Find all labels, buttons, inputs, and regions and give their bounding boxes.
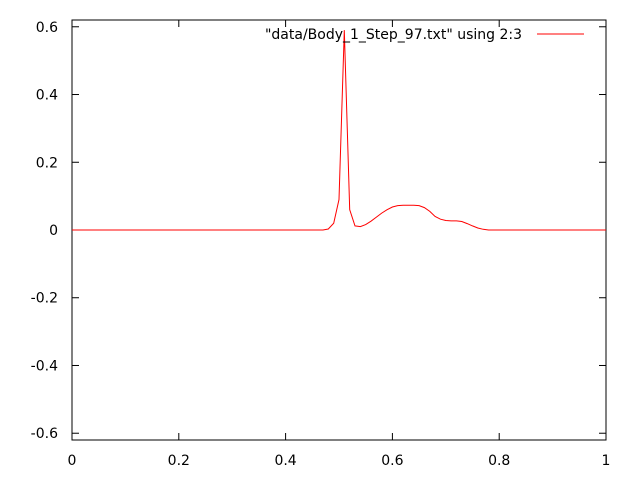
legend-label: "data/Body_1_Step_97.txt" using 2:3	[265, 27, 522, 43]
legend: "data/Body_1_Step_97.txt" using 2:3	[265, 27, 584, 43]
x-tick-label: 0.6	[381, 453, 403, 469]
tick-labels: 0.6 0.4 0.2 0 -0.2 -0.4 -0.6 0 0.2 0.4 0.6 0.8 1	[31, 20, 611, 469]
y-tick-label: 0.4	[36, 88, 58, 104]
y-tick-label: -0.6	[31, 426, 58, 442]
x-tick-label: 0.2	[168, 453, 190, 469]
series-line	[72, 30, 606, 231]
x-tick-label: 1	[602, 453, 611, 469]
x-tick-label: 0.4	[274, 453, 296, 469]
y-tick-label: 0	[49, 223, 58, 239]
y-tick-label: 0.6	[36, 20, 58, 36]
x-tick-label: 0	[68, 453, 77, 469]
y-tick-label: -0.4	[31, 358, 58, 374]
y-tick-label: 0.2	[36, 155, 58, 171]
x-tick-label: 0.8	[488, 453, 510, 469]
y-tick-label: -0.2	[31, 291, 58, 307]
